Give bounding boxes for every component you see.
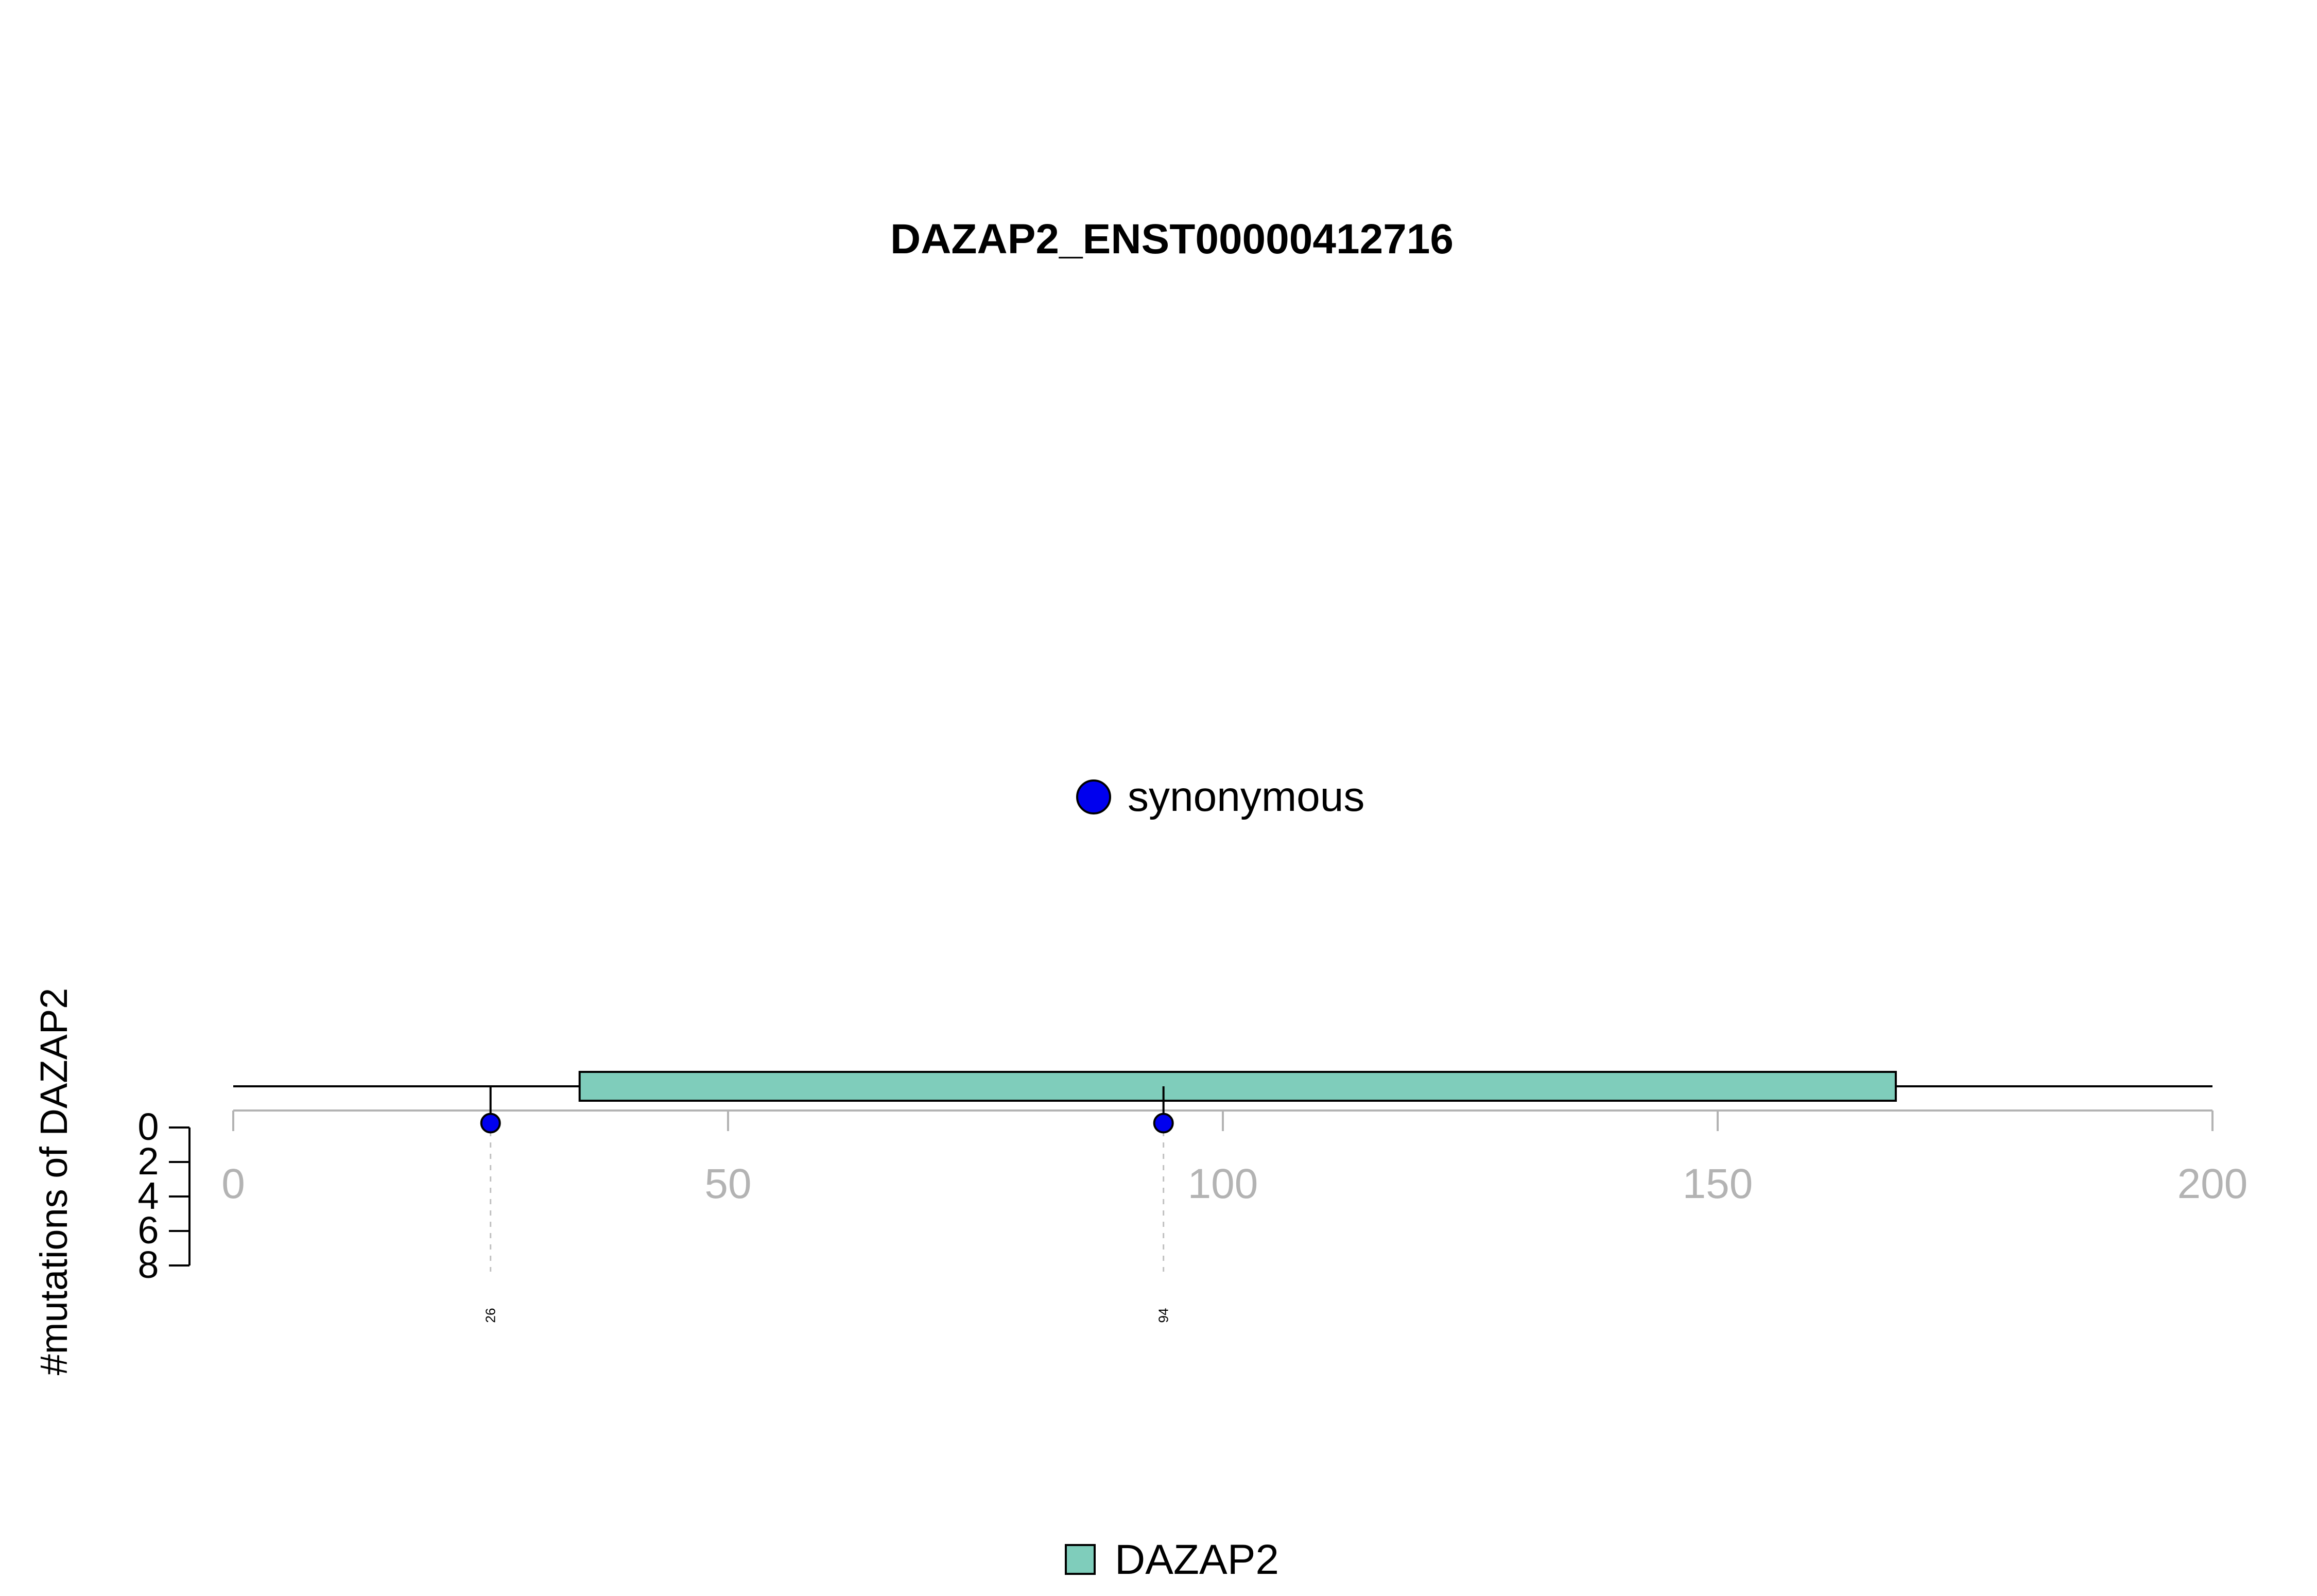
mutation-point [480,1113,501,1134]
mutation-layer: 26 94 [480,1086,1174,1323]
mutation-position-label: 94 [1156,1308,1171,1323]
mutation-position-label: 26 [483,1308,498,1323]
legend-domain-label: DAZAP2 [1115,1536,1279,1583]
y-axis-label: #mutations of DAZAP2 [32,988,75,1376]
x-tick-label: 0 [221,1160,245,1207]
y-tick-label: 0 [137,1105,159,1148]
domain-legend: DAZAP2 [1065,1536,1279,1583]
mutation-point [1153,1113,1174,1134]
x-tick-label: 150 [1683,1160,1753,1207]
y-tick-label: 4 [137,1174,159,1217]
y-tick-label: 8 [137,1243,159,1286]
domain-layer [578,1071,1897,1102]
domain-dazap2 [578,1071,1897,1102]
x-tick-label: 50 [704,1160,751,1207]
x-tick-label: 200 [2177,1160,2248,1207]
x-axis: 0 50 100 150 200 [221,1109,2248,1207]
y-tick-label: 6 [137,1209,159,1252]
x-tick-label: 100 [1188,1160,1258,1207]
y-tick-label: 2 [137,1140,159,1183]
legend-synonymous-label: synonymous [1128,773,1364,820]
legend-synonymous-marker [1076,779,1111,814]
chart-title: DAZAP2_ENST00000412716 [890,216,1454,263]
legend-domain-swatch [1065,1544,1096,1575]
mutation-legend: synonymous [1076,773,1364,820]
